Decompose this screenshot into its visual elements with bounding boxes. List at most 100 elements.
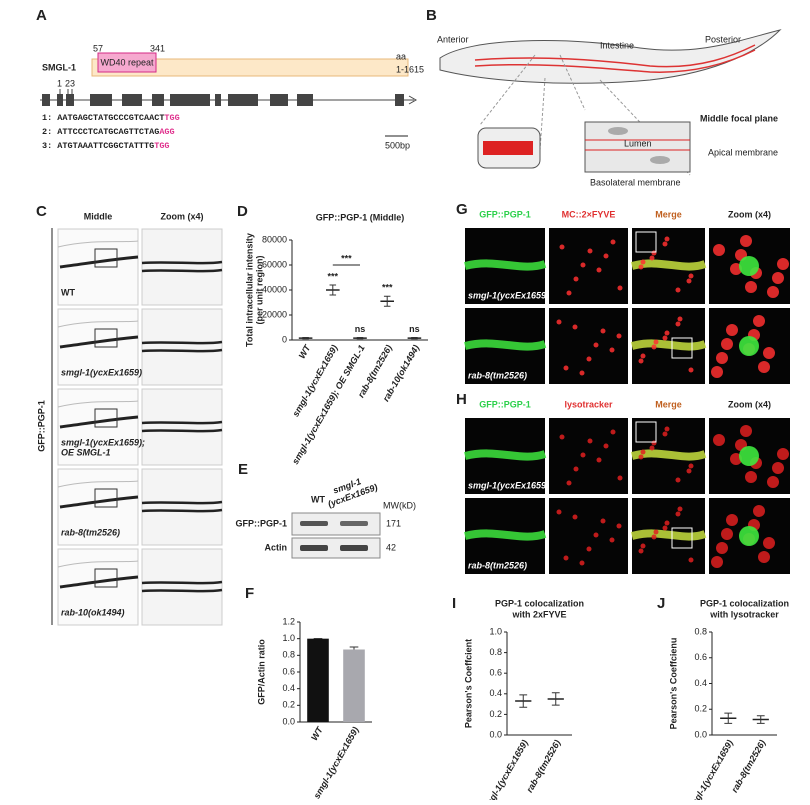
- column-header: GFP::PGP-1: [479, 399, 531, 409]
- puncta: [662, 241, 668, 247]
- guide-sequence: 1: AATGAGCTATGCCCGTCAACTTGG: [42, 113, 180, 123]
- zoom-signal: [141, 500, 223, 505]
- puncta: [587, 248, 593, 254]
- mw-label: 42: [386, 542, 396, 552]
- membrane-signal: [630, 529, 707, 541]
- column-header: lysotracker: [564, 399, 613, 409]
- y-tick-label: 0.8: [282, 650, 295, 660]
- puncta: [638, 548, 644, 554]
- y-tick-label: 0.4: [694, 678, 707, 688]
- puncta: [753, 315, 765, 327]
- zoom-signal: [141, 268, 223, 273]
- puncta: [600, 328, 606, 334]
- zoom-image: [141, 228, 223, 306]
- puncta: [758, 551, 770, 563]
- puncta: [580, 262, 586, 268]
- guide-sequence: 3: ATGTAAATTCGGCTATTTGTGG: [42, 141, 170, 151]
- panel-letter: A: [36, 7, 47, 24]
- aa-label: aa: [396, 51, 406, 61]
- puncta: [686, 278, 692, 284]
- band-label: Actin: [265, 542, 288, 552]
- error-bar: [329, 284, 337, 296]
- label: Basolateral membrane: [590, 177, 681, 187]
- column-header: Zoom (x4): [728, 209, 771, 219]
- puncta: [556, 319, 562, 325]
- intestine-signal: [59, 335, 139, 349]
- scale-label: 500bp: [385, 140, 410, 150]
- y-tick-label: 0.0: [489, 729, 502, 739]
- sequence: 2: ATTCCCTCATGCAGTTCTAG: [42, 127, 159, 137]
- site-label: 23: [65, 78, 75, 88]
- puncta: [566, 290, 572, 296]
- zoom-signal: [141, 420, 223, 425]
- y-tick-label: 1.2: [282, 616, 295, 626]
- nucleus: [608, 127, 628, 135]
- pam: TGG: [164, 113, 179, 123]
- puncta: [580, 452, 586, 458]
- column-header: Merge: [655, 209, 682, 219]
- y-tick-label: 0.0: [694, 729, 707, 739]
- column-header: MC::2×FYVE: [562, 209, 616, 219]
- lane-label: WT: [311, 494, 325, 504]
- worm-outline: [57, 400, 139, 408]
- zoom-signal: [141, 348, 223, 353]
- puncta: [572, 514, 578, 520]
- blot: [291, 512, 381, 536]
- puncta: [556, 509, 562, 515]
- genotype-label: rab-8(tm2526): [468, 370, 527, 380]
- membrane-signal: [464, 259, 547, 271]
- column-header: Zoom (x4): [160, 211, 203, 221]
- pam: TGG: [154, 141, 169, 151]
- worm-outline: [57, 320, 139, 328]
- puncta: [649, 255, 655, 261]
- y-tick-label: 0.6: [694, 652, 707, 662]
- puncta: [640, 259, 646, 265]
- micrograph: [549, 418, 628, 494]
- puncta: [739, 256, 759, 276]
- y-tick-label: 0: [282, 334, 287, 344]
- panel-letter: F: [245, 585, 254, 602]
- puncta: [777, 258, 789, 270]
- puncta: [559, 244, 565, 250]
- puncta: [563, 365, 569, 371]
- significance: ***: [382, 283, 393, 293]
- y-tick-label: 60000: [262, 259, 287, 269]
- error-bar: [756, 715, 765, 724]
- puncta: [593, 532, 599, 538]
- panel-letter: E: [238, 461, 248, 478]
- membrane-signal: [630, 339, 707, 351]
- chart-title: with 2xFYVE: [511, 609, 566, 619]
- puncta: [662, 335, 668, 341]
- puncta: [610, 429, 616, 435]
- puncta: [713, 434, 725, 446]
- puncta: [600, 518, 606, 524]
- label: Anterior: [437, 34, 469, 44]
- y-tick-label: 0.8: [489, 647, 502, 657]
- puncta: [716, 352, 728, 364]
- error-bar: [349, 646, 359, 650]
- micrograph: [549, 228, 628, 304]
- column-header: Middle: [84, 211, 113, 221]
- band: [340, 521, 368, 526]
- puncta: [711, 556, 723, 568]
- guide-sequence: 2: ATTCCCTCATGCAGTTCTAGAGG: [42, 127, 175, 137]
- zoom-box: [635, 421, 657, 443]
- puncta: [740, 425, 752, 437]
- puncta: [677, 506, 683, 512]
- sequence: 1: AATGAGCTATGCCCGTCAACT: [42, 113, 164, 123]
- genotype-label: smgl-1(ycxEx1659): [468, 480, 549, 490]
- y-tick-label: 0.2: [694, 704, 707, 714]
- pam: AGG: [159, 127, 174, 137]
- puncta: [573, 466, 579, 472]
- puncta: [675, 321, 681, 327]
- puncta: [617, 475, 623, 481]
- y-axis-label: Pearson's Coeffcient: [463, 639, 473, 728]
- puncta: [739, 336, 759, 356]
- gene-model: [40, 89, 418, 106]
- puncta: [638, 264, 644, 270]
- intestine-signal: [59, 495, 139, 509]
- worm-outline: [57, 560, 139, 568]
- marker-label: GFP::PGP-1: [36, 400, 46, 452]
- puncta: [767, 476, 779, 488]
- aa-range: 1-1615: [396, 64, 424, 74]
